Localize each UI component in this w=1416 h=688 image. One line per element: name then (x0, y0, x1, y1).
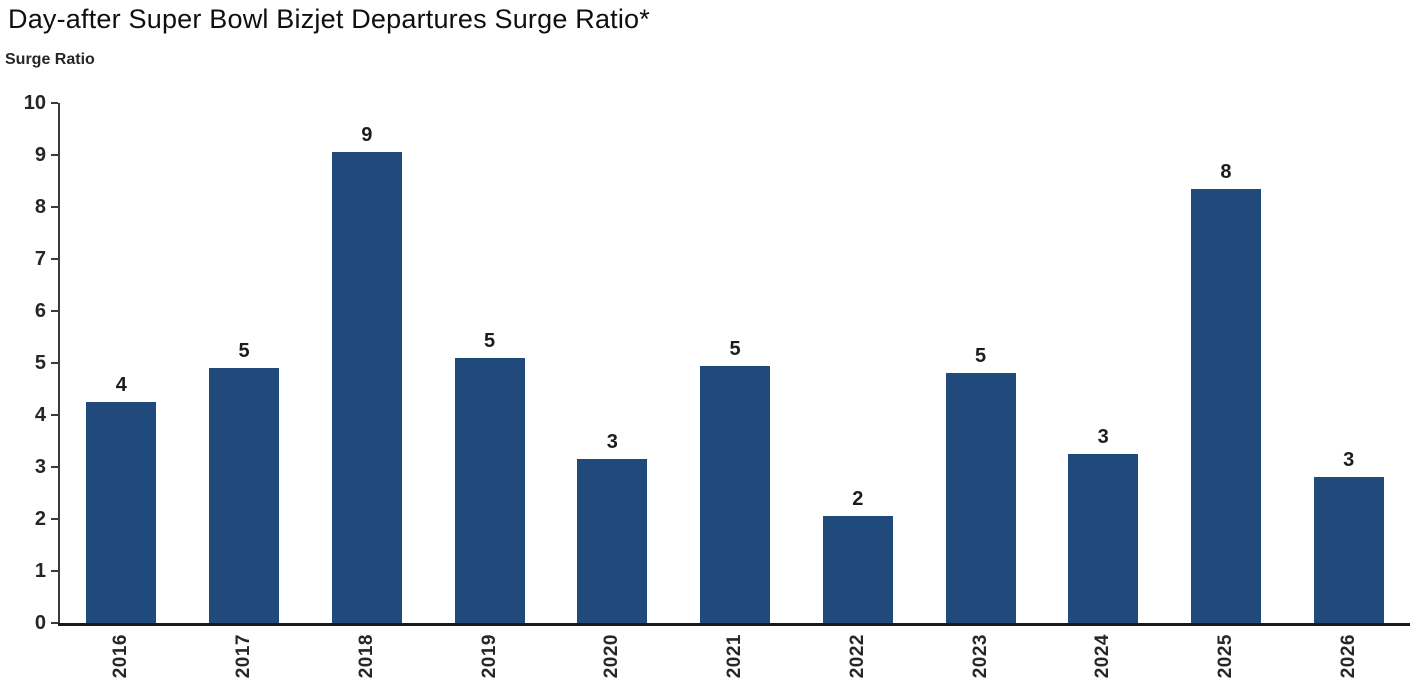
y-tick-label: 4 (34, 404, 46, 426)
bar (822, 516, 893, 623)
y-tick-label: 2 (34, 508, 46, 530)
x-label-slot: 2017 (183, 634, 306, 678)
x-tick-label: 2016 (110, 634, 132, 679)
x-label-slot: 2024 (1042, 634, 1165, 678)
y-tick-label: 3 (34, 456, 46, 478)
bar (1068, 454, 1139, 623)
x-labels-row: 2016 2017 2018 2019 2020 2021 2022 2023 2024 2025… (60, 634, 1410, 678)
chart-title: Day-after Super Bowl Bizjet Departures S… (8, 4, 650, 34)
x-tick-label: 2017 (233, 634, 255, 679)
bar (331, 152, 402, 623)
bars-row: 4 5 9 5 3 5 2 5 3 8 3 (60, 103, 1410, 623)
y-tick-label: 0 (34, 612, 46, 634)
x-label-slot: 2021 (674, 634, 797, 678)
bar-value-label: 5 (974, 345, 987, 368)
y-tick-mark (51, 362, 58, 364)
y-tick-mark (51, 414, 58, 416)
bar-slot: 5 (183, 103, 306, 623)
x-label-slot: 2016 (60, 634, 183, 678)
bar-value-label: 3 (606, 431, 618, 454)
bar (86, 402, 157, 623)
bar-slot: 5 (428, 103, 551, 623)
bar-slot: 3 (1042, 103, 1165, 623)
y-tick-mark (51, 310, 58, 312)
bar-slot: 3 (1287, 103, 1410, 623)
bar-value-label: 3 (1097, 426, 1109, 448)
x-label-slot: 2022 (796, 634, 919, 678)
y-tick-mark (51, 570, 58, 572)
bar-value-label: 5 (729, 337, 741, 360)
bar-value-label: 5 (238, 340, 250, 363)
y-tick-label: 1 (34, 560, 46, 582)
bar-value-label: 8 (1220, 160, 1232, 183)
y-axis-title: Surge Ratio (5, 51, 95, 68)
bar-value-label: 2 (852, 488, 864, 511)
y-tick-mark (51, 154, 58, 156)
bar-slot: 2 (796, 103, 919, 623)
x-label-slot: 2018 (305, 634, 428, 678)
x-tick-label: 2019 (478, 634, 500, 679)
bar-value-label: 3 (1343, 449, 1355, 472)
x-tick-label: 2023 (969, 634, 991, 679)
x-tick-label: 2024 (1092, 634, 1114, 679)
y-tick-label: 5 (34, 352, 46, 374)
bar-slot: 5 (919, 103, 1042, 623)
y-tick-label: 7 (34, 248, 46, 270)
bar (700, 365, 771, 623)
x-axis-line (58, 623, 1410, 626)
bar-value-label: 9 (361, 124, 373, 147)
bar-slot: 9 (305, 103, 428, 623)
y-tick-label: 6 (34, 300, 46, 322)
x-label-slot: 2025 (1165, 634, 1288, 678)
x-tick-label: 2025 (1214, 634, 1236, 679)
y-tick-mark (51, 102, 58, 104)
bar (454, 357, 525, 623)
y-tick-label: 10 (23, 92, 46, 114)
x-tick-label: 2021 (724, 634, 746, 679)
bar-value-label: 4 (115, 374, 127, 396)
x-label-slot: 2019 (428, 634, 551, 678)
bar-slot: 8 (1165, 103, 1288, 623)
bar (1190, 188, 1261, 623)
y-tick-mark (51, 518, 58, 520)
bar (1313, 477, 1384, 623)
y-tick-mark (51, 258, 58, 260)
bar-slot: 5 (674, 103, 797, 623)
x-tick-label: 2018 (355, 634, 377, 679)
y-tick-mark (51, 622, 58, 624)
x-tick-label: 2020 (601, 634, 623, 679)
bar (577, 459, 648, 623)
x-label-slot: 2020 (551, 634, 674, 678)
y-tick-label: 9 (34, 144, 46, 166)
bar-slot: 3 (551, 103, 674, 623)
bar-value-label: 5 (484, 329, 496, 352)
x-tick-label: 2022 (846, 634, 868, 679)
x-label-slot: 2026 (1287, 634, 1410, 678)
y-tick-mark (51, 466, 58, 468)
bar (209, 368, 280, 623)
x-label-slot: 2023 (919, 634, 1042, 678)
y-tick-label: 8 (34, 196, 46, 218)
bar-slot: 4 (60, 103, 183, 623)
y-tick-mark (51, 206, 58, 208)
x-tick-label: 2026 (1337, 634, 1359, 679)
bar (945, 373, 1016, 623)
